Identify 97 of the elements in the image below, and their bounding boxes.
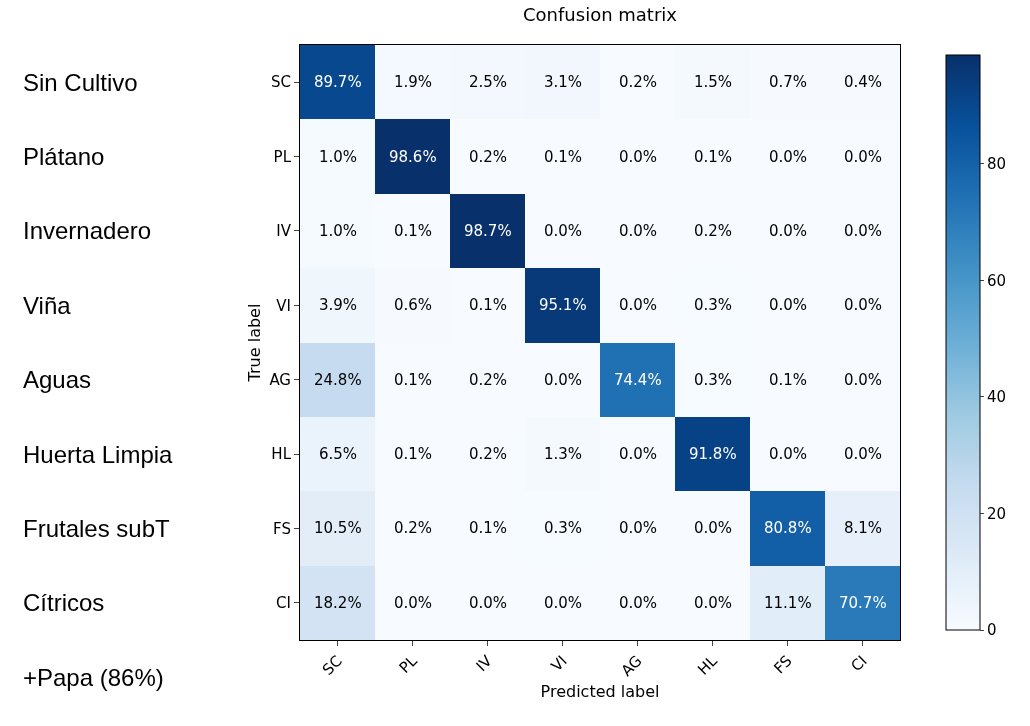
data-label: 0.0% [544,222,583,240]
data-label: 0.2% [694,222,733,240]
color-bar-label: 60 [987,271,1007,290]
data-label: 0.0% [544,594,583,612]
data-label: 0.1% [394,222,433,240]
data-label: 0.0% [619,148,658,166]
data-label: 0.0% [619,222,658,240]
data-label: 1.0% [319,148,358,166]
data-label: 74.4% [614,371,662,389]
data-label: 6.5% [319,445,358,463]
data-label: 98.7% [464,222,512,240]
data-label: 2.5% [469,73,508,91]
y2-tick-label: Plátano [23,143,105,170]
data-label: 89.7% [314,73,362,91]
data-label: 0.1% [769,371,808,389]
data-label: 0.1% [469,296,508,314]
data-label: 0.2% [469,445,508,463]
data-label: 0.1% [394,445,433,463]
data-label: 3.1% [544,73,583,91]
data-label: 0.0% [769,296,808,314]
data-label: 0.0% [469,594,508,612]
y2-tick-label: Sin Cultivo [23,69,138,96]
data-label: 0.0% [619,519,658,537]
y-tick-label: CI [276,594,291,613]
y-tick-label: VI [276,296,291,315]
data-label: 0.3% [694,371,733,389]
data-label: 0.0% [844,445,883,463]
data-label: 0.0% [619,594,658,612]
data-label: 0.4% [844,73,883,91]
data-label: 0.2% [469,371,508,389]
y-tick-label: PL [273,147,292,166]
data-label: 3.9% [319,296,358,314]
y-axis-title: True label [245,303,265,383]
data-label: 0.0% [694,519,733,537]
x-tick-label: HL [694,651,722,679]
data-label: 0.3% [694,296,733,314]
y2-tick-label: Frutales subT [23,515,171,542]
data-label: 0.0% [844,222,883,240]
color-bar-label: 20 [987,504,1007,523]
y-tick-label: SC [271,73,291,92]
data-label: 0.3% [544,519,583,537]
data-label: 70.7% [839,594,887,612]
y2-tick-label: Viña [23,292,72,319]
data-label: 1.9% [394,73,433,91]
data-label: 0.0% [394,594,433,612]
data-label: 98.6% [389,148,437,166]
data-label: 10.5% [314,519,362,537]
data-label: 80.8% [764,519,812,537]
x-tick-label: IV [472,651,497,676]
y2-tick-label: Aguas [23,366,92,393]
color-bar-label: 0 [987,621,997,640]
data-label: 0.2% [619,73,658,91]
data-label: 95.1% [539,296,587,314]
x-tick-label: AG [617,651,646,680]
data-label: 11.1% [764,594,812,612]
y-tick-label: HL [271,445,292,464]
data-label: 1.3% [544,445,583,463]
data-label: 0.0% [619,296,658,314]
x-tick-label: VI [547,651,571,676]
data-label: 0.0% [844,148,883,166]
data-label: 0.1% [694,148,733,166]
x-axis-title: Predicted label [540,681,660,701]
data-label: 0.0% [769,222,808,240]
data-label: 1.0% [319,222,358,240]
x-tick-label: FS [770,651,796,678]
data-label: 18.2% [314,594,362,612]
x-tick-label: PL [395,651,422,677]
data-label: 24.8% [314,371,362,389]
data-label: 0.0% [769,148,808,166]
data-label: 0.1% [394,371,433,389]
data-label: 0.0% [769,445,808,463]
data-label: 0.0% [544,371,583,389]
x-tick-label: CI [847,651,871,676]
y-tick-label: IV [276,222,292,241]
color-bar-label: 40 [987,388,1007,407]
data-label: 0.0% [844,371,883,389]
text: +Papa (86%) [23,664,164,691]
data-label: 1.5% [694,73,733,91]
data-label: 0.2% [469,148,508,166]
x-tick-label: SC [318,651,346,679]
data-label: 0.0% [844,296,883,314]
data-label: 0.1% [469,519,508,537]
y-tick-label: AG [269,370,291,389]
y2-tick-label: Huerta Limpia [23,441,174,468]
chart-title: Confusion matrix [523,3,678,25]
data-label: 91.8% [689,445,737,463]
data-label: 0.0% [619,445,658,463]
data-label: 0.2% [394,519,433,537]
data-label: 8.1% [844,519,883,537]
y-tick-label: FS [273,519,291,538]
color-bar-label: 80 [987,155,1007,174]
data-label: 0.1% [544,148,583,166]
y2-tick-label: Invernadero [23,217,152,244]
data-label: 0.7% [769,73,808,91]
data-label: 0.6% [394,296,433,314]
y2-tick-label: Cítricos [23,589,105,616]
data-label: 0.0% [694,594,733,612]
